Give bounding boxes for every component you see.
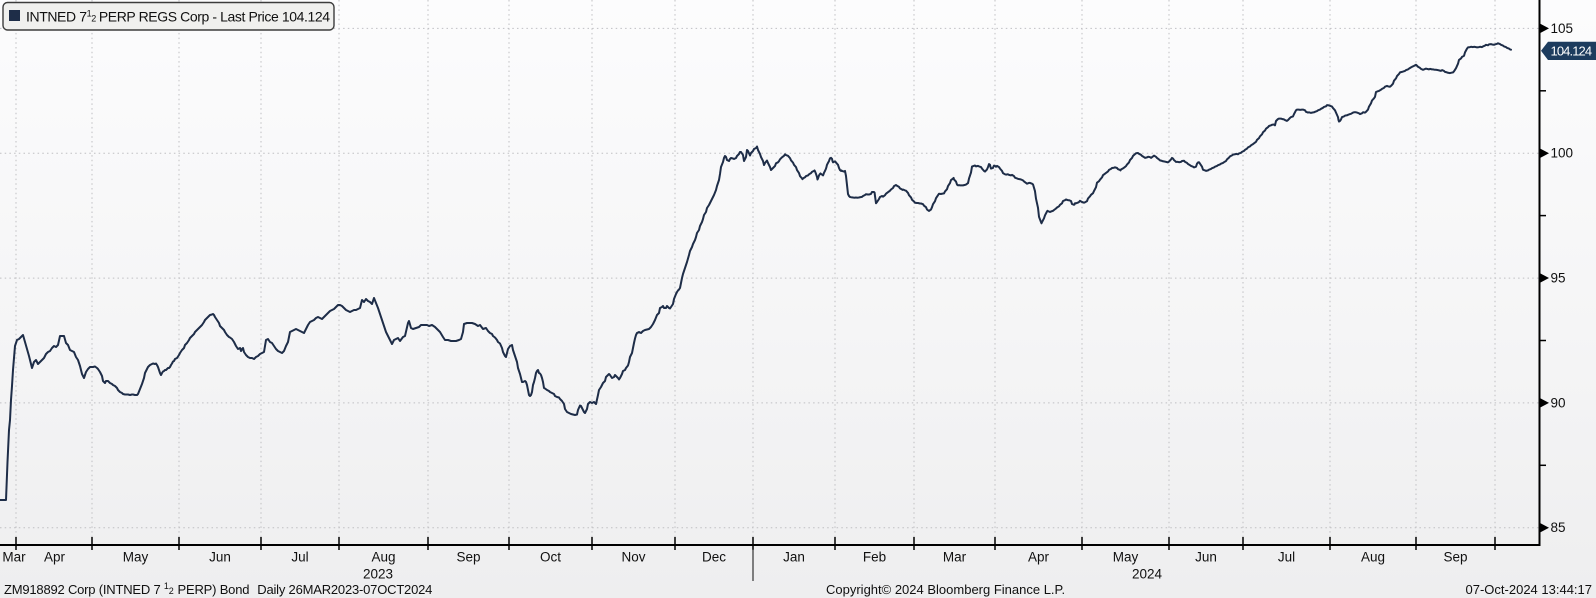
svg-text:Aug: Aug [1361, 550, 1385, 565]
svg-text:2023: 2023 [363, 567, 393, 582]
svg-text:Oct: Oct [540, 550, 561, 565]
svg-text:Jul: Jul [1278, 550, 1295, 565]
svg-text:Sep: Sep [456, 550, 480, 565]
svg-text:Jan: Jan [783, 550, 805, 565]
svg-text:Copyright© 2024 Bloomberg Fina: Copyright© 2024 Bloomberg Finance L.P. [826, 582, 1065, 597]
svg-text:Dec: Dec [702, 550, 726, 565]
svg-text:May: May [1113, 550, 1139, 565]
svg-text:Apr: Apr [1028, 550, 1050, 565]
svg-text:07-Oct-2024 13:44:17: 07-Oct-2024 13:44:17 [1466, 582, 1592, 597]
svg-text:90: 90 [1551, 395, 1566, 410]
svg-text:Jun: Jun [209, 550, 231, 565]
svg-text:100: 100 [1551, 146, 1574, 161]
svg-text:104.124: 104.124 [1551, 43, 1592, 58]
svg-text:85: 85 [1551, 520, 1566, 535]
svg-text:2024: 2024 [1132, 567, 1163, 582]
svg-text:May: May [123, 550, 149, 565]
svg-text:Feb: Feb [863, 550, 886, 565]
svg-text:105: 105 [1551, 21, 1574, 36]
svg-text:Mar: Mar [943, 550, 967, 565]
svg-text:95: 95 [1551, 271, 1566, 286]
svg-text:Jun: Jun [1195, 550, 1217, 565]
svg-text:Nov: Nov [621, 550, 645, 565]
svg-text:Apr: Apr [44, 550, 66, 565]
svg-text:Aug: Aug [371, 550, 395, 565]
svg-text:Sep: Sep [1443, 550, 1467, 565]
svg-text:Jul: Jul [291, 550, 308, 565]
svg-text:Mar: Mar [2, 550, 26, 565]
